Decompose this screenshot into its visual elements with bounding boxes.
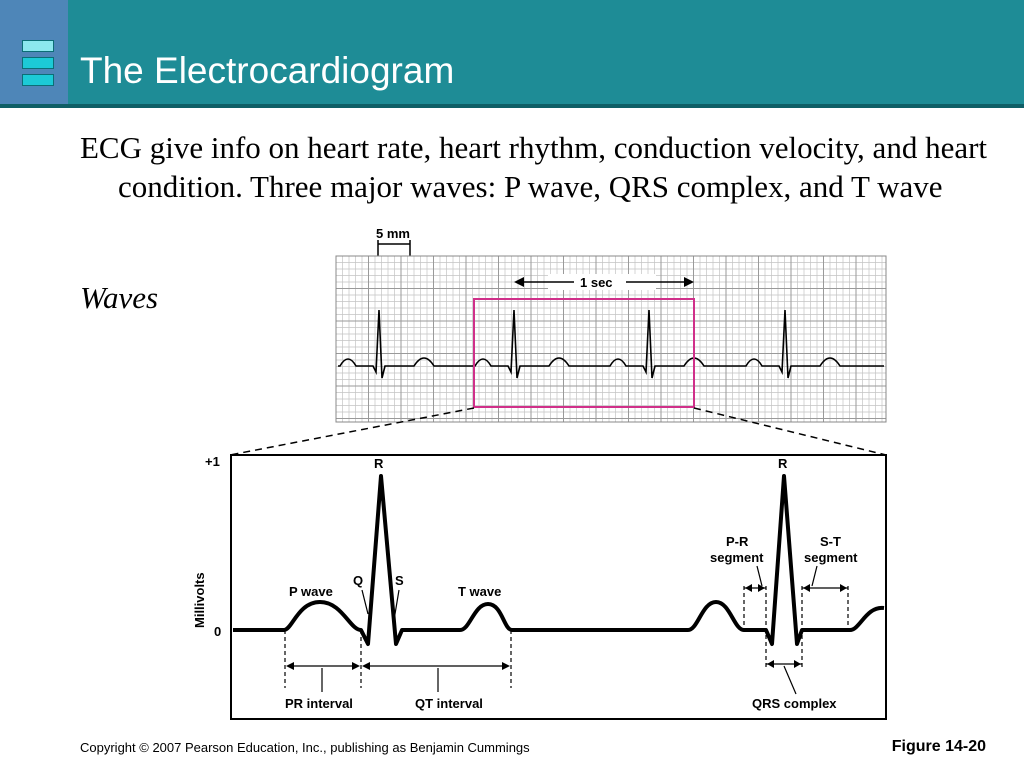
s-label: S	[395, 573, 404, 588]
ecg-detail-trace	[233, 474, 885, 646]
y-axis-title: Millivolts	[192, 572, 207, 628]
annotation-pointers	[361, 565, 818, 621]
figure-number: Figure 14-20	[891, 738, 986, 755]
title-bar	[0, 0, 1024, 104]
copyright-text: Copyright © 2007 Pearson Education, Inc.…	[80, 740, 530, 755]
peak-r-left-label: R	[374, 456, 384, 471]
t-wave-label: T wave	[458, 584, 501, 599]
dimension-markers	[284, 586, 849, 688]
q-label: Q	[353, 573, 363, 588]
highlight-box	[473, 298, 695, 408]
st-segment-label-line1: S-T	[820, 534, 841, 549]
pr-interval-label: PR interval	[285, 696, 353, 711]
zoom-lines	[229, 407, 887, 456]
strip-time-label: 1 sec	[580, 275, 613, 290]
y-tick-top: +1	[205, 454, 220, 469]
strip-scale-label: 5 mm	[376, 226, 410, 241]
p-wave-label: P wave	[289, 584, 333, 599]
one-second-arrow	[514, 274, 694, 290]
pr-segment-label-line2: segment	[710, 550, 764, 565]
slide-title: The Electrocardiogram	[80, 50, 455, 91]
y-tick-zero: 0	[214, 624, 221, 639]
ecg-strip-trace	[338, 309, 884, 379]
waves-label: Waves	[80, 280, 159, 315]
ecg-strip-background	[336, 256, 886, 422]
dimension-arrows	[286, 584, 848, 670]
bullet-text: ECG give info on heart rate, heart rhyth…	[80, 130, 988, 204]
interval-label-pointers	[321, 665, 797, 695]
st-segment-label-line2: segment	[804, 550, 858, 565]
strip-scale-bracket	[377, 240, 411, 258]
peak-r-right-label: R	[778, 456, 788, 471]
qrs-complex-label: QRS complex	[752, 696, 837, 711]
title-bar-underline	[0, 104, 1024, 108]
slide-logo-icon	[22, 40, 54, 90]
detail-panel	[230, 454, 887, 720]
pr-segment-label-line1: P-R	[726, 534, 749, 549]
ecg-strip-grid	[335, 255, 886, 422]
qt-interval-label: QT interval	[415, 696, 483, 711]
title-bar-accent	[0, 0, 68, 104]
ecg-strip-border	[335, 255, 887, 423]
